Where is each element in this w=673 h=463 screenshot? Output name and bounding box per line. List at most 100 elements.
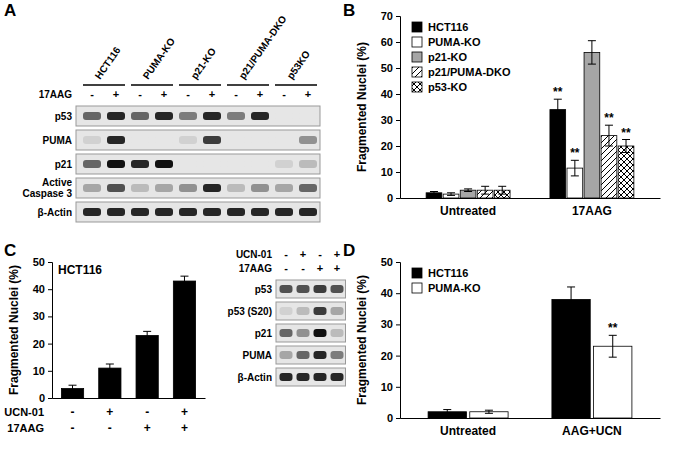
error-bar (481, 186, 489, 194)
row-label: p21 (255, 328, 273, 339)
y-tick-mark (396, 356, 400, 357)
y-tick-mark (396, 16, 400, 17)
blot-band (83, 184, 101, 192)
blot-band (155, 136, 173, 144)
row-label: p21 (55, 159, 73, 170)
axis-line (401, 198, 661, 199)
y-tick-label: 10 (381, 381, 393, 393)
plot-marks (428, 287, 632, 418)
error-bar (485, 410, 493, 413)
blot-band (155, 112, 173, 120)
error-bar (622, 140, 630, 153)
error-bar (588, 41, 596, 64)
bar-chart: 01020304050UntreatedAAG+UCNFragmented Nu… (355, 256, 661, 438)
blot-band (131, 208, 149, 216)
blot-band (314, 307, 327, 315)
y-axis: 0 10 20 30 40 50 (381, 256, 401, 424)
blot-band (297, 373, 310, 381)
row-label: p53 (55, 111, 73, 122)
blot-band (299, 112, 317, 120)
y-tick: 10 (381, 381, 400, 393)
x-row-sign: + (144, 421, 151, 435)
y-tick: 20 (381, 350, 400, 362)
blot-strip (76, 202, 320, 222)
x-row-label: 17AAG (7, 422, 44, 434)
blot-band (179, 112, 197, 120)
treatment-sign: - (90, 88, 94, 100)
blot-band (331, 329, 344, 337)
legend: HCT116PUMA-KO (412, 267, 481, 294)
blot-band (331, 307, 344, 315)
axis-line (48, 263, 53, 399)
blot-band (280, 373, 293, 381)
x-tick: Untreated (440, 198, 496, 218)
blot-band (297, 285, 310, 293)
treatment-sign: + (257, 88, 263, 100)
x-row-sign: - (71, 421, 75, 435)
bar-chart: 010203040506070Untreated17AAGFragmented … (355, 10, 661, 218)
row-label: β-Actin (38, 207, 72, 218)
error-bar (180, 276, 188, 286)
row-label: p53 (255, 284, 273, 295)
y-tick-mark (396, 324, 400, 325)
blot-band (83, 208, 101, 216)
panel-label: A (4, 1, 16, 20)
bar (552, 299, 590, 418)
y-tick-mark (396, 94, 400, 95)
y-tick-label: 40 (381, 287, 393, 299)
blot-band (331, 351, 344, 359)
blot-band (275, 208, 293, 216)
legend-label: p53-KO (428, 81, 468, 93)
error-bar (447, 193, 455, 196)
group-label: p53KO (285, 48, 313, 81)
axis-line (396, 263, 401, 419)
blot-band (227, 136, 245, 144)
error-bar (443, 410, 451, 414)
group-underline (275, 84, 317, 86)
plot-texts: ******** (553, 85, 631, 160)
group-underline (83, 84, 125, 86)
plot-texts: HCT116UCN-01-+-+17AAG--++ (4, 263, 188, 435)
significance: ** (553, 85, 563, 99)
blot-band (299, 136, 317, 144)
treatment-sign: - (318, 248, 322, 260)
y-tick-label: 50 (381, 256, 393, 268)
x-row-sign: + (181, 405, 188, 419)
blot-band (331, 285, 344, 293)
blot-band (314, 373, 327, 381)
x-tick: AAG+UCN (562, 418, 622, 438)
error-bar (69, 385, 77, 392)
y-tick: 60 (381, 36, 400, 48)
y-tick-mark (396, 387, 400, 388)
y-tick-mark (48, 289, 52, 290)
x-row-sign: - (71, 405, 75, 419)
significance: ** (621, 126, 631, 140)
error-bar (609, 335, 617, 357)
blot-strip (76, 154, 320, 174)
x-row-label: UCN-01 (4, 406, 44, 418)
blot-band (131, 160, 149, 168)
treatment-label: UCN-01 (236, 249, 273, 260)
y-tick: 0 (387, 412, 400, 424)
y-tick-label: 30 (381, 114, 393, 126)
blot-band (203, 112, 221, 120)
row-label: PUMA (43, 135, 72, 146)
y-tick-label: 40 (381, 88, 393, 100)
treatment-sign: + (334, 248, 340, 260)
x-axis: Untreated17AAG (401, 198, 661, 218)
y-tick-mark (396, 262, 400, 263)
bar-chart: 01020304050Fragmented Nuclei (%)HCT116UC… (4, 256, 205, 435)
blot: HCT116PUMA-KOp21-KOp21/PUMA-DKOp53KO17AA… (23, 13, 320, 222)
blot-band (155, 208, 173, 216)
y-tick-mark (396, 172, 400, 173)
panel-label: C (4, 241, 16, 260)
y-tick-label: 30 (381, 318, 393, 330)
blot-band (297, 351, 310, 359)
chart-title: HCT116 (58, 263, 102, 277)
y-tick-label: 70 (381, 10, 393, 22)
y-tick: 30 (381, 114, 400, 126)
x-row-sign: + (106, 405, 113, 419)
blot-band (297, 329, 310, 337)
bar (584, 52, 600, 198)
plot-marks (61, 276, 195, 398)
